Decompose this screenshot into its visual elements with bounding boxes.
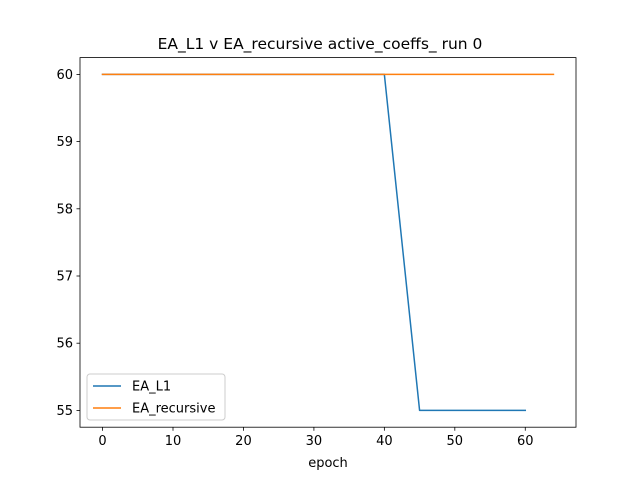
x-tick-label: 20 [235, 434, 252, 449]
x-tick-label: 60 [517, 434, 534, 449]
y-tick-label: 55 [56, 404, 73, 419]
y-tick-label: 59 [56, 135, 73, 150]
series-layer [101, 73, 555, 412]
plot-frame [79, 57, 577, 428]
legend-label: EA_L1 [132, 380, 171, 395]
legend-label: EA_recursive [132, 402, 215, 417]
x-tick-label: 10 [165, 434, 182, 449]
legend-box [86, 373, 226, 421]
x-tick-label: 0 [98, 434, 106, 449]
x-axis-label: epoch [308, 456, 348, 471]
axes-layer: 0 10 20 30 40 50 60 55 56 57 58 59 60 [56, 68, 533, 449]
legend: EA_L1 EA_recursive [86, 373, 226, 421]
x-tick-label: 30 [306, 434, 323, 449]
y-tick-label: 58 [56, 202, 73, 217]
x-tick-label: 40 [376, 434, 393, 449]
plot-area [80, 57, 576, 428]
y-tick-label: 60 [56, 68, 73, 83]
y-tick-label: 56 [56, 337, 73, 352]
y-tick-label: 57 [56, 270, 73, 285]
chart-title: EA_L1 v EA_recursive active_coeffs_ run … [158, 35, 483, 54]
x-tick-label: 50 [447, 434, 464, 449]
